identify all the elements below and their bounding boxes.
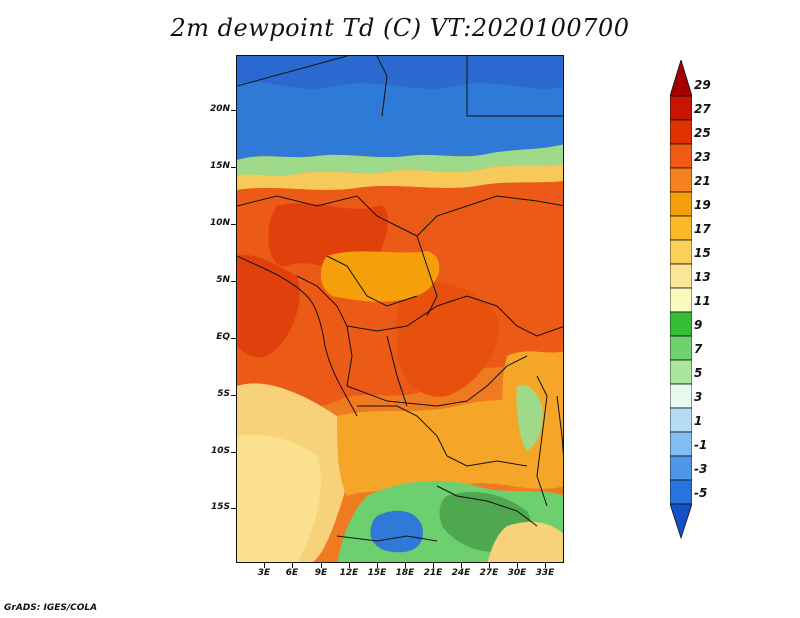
colorbar-segment: [670, 191, 692, 217]
colorbar-segment: [670, 383, 692, 409]
colorbar-segment: [670, 215, 692, 241]
colorbar-segment: [670, 143, 692, 169]
colorbar-label: 7: [694, 342, 703, 356]
colorbar-label: 3: [694, 390, 703, 404]
colorbar-label: 29: [694, 78, 711, 92]
colorbar: [670, 60, 692, 540]
lon-tick: [461, 563, 462, 568]
colorbar-label: 23: [694, 150, 711, 164]
colorbar-segment: [670, 431, 692, 457]
lat-tick: [231, 110, 236, 111]
lon-tick: [545, 563, 546, 568]
colorbar-label: 11: [694, 294, 711, 308]
colorbar-segment: [670, 407, 692, 433]
credit-text: GrADS: IGES/COLA: [4, 603, 98, 613]
lat-tick: [231, 395, 236, 396]
lon-label: 27E: [479, 568, 499, 578]
lat-label: EQ: [216, 332, 230, 342]
dewpoint-field: [237, 56, 563, 562]
lon-label: 6E: [285, 568, 299, 578]
colorbar-segment: [670, 167, 692, 193]
lon-tick: [377, 563, 378, 568]
map-title: 2m dewpoint Td (C) VT:2020100700: [170, 14, 630, 42]
lat-label: 20N: [209, 104, 230, 114]
lon-tick: [321, 563, 322, 568]
colorbar-label: -5: [694, 486, 708, 500]
colorbar-label: -1: [694, 438, 708, 452]
colorbar-label: 1: [694, 414, 703, 428]
colorbar-label: -3: [694, 462, 708, 476]
colorbar-segment: [670, 335, 692, 361]
colorbar-label: 25: [694, 126, 711, 140]
lat-tick: [231, 452, 236, 453]
colorbar-bottom-arrow: [670, 503, 692, 540]
lat-label: 10S: [210, 446, 230, 456]
lon-label: 12E: [339, 568, 359, 578]
lon-label: 30E: [507, 568, 527, 578]
lat-tick: [231, 224, 236, 225]
colorbar-segment: [670, 455, 692, 481]
lat-tick: [231, 167, 236, 168]
colorbar-label: 13: [694, 270, 711, 284]
lat-label: 15N: [209, 161, 230, 171]
colorbar-label: 19: [694, 198, 711, 212]
colorbar-segment: [670, 479, 692, 505]
lat-tick: [231, 508, 236, 509]
colorbar-label: 15: [694, 246, 711, 260]
colorbar-label: 5: [694, 366, 703, 380]
lon-tick: [433, 563, 434, 568]
colorbar-segment: [670, 311, 692, 337]
lat-tick: [231, 281, 236, 282]
lat-label: 15S: [210, 502, 230, 512]
lon-label: 24E: [451, 568, 471, 578]
lat-label: 5S: [217, 389, 230, 399]
colorbar-segment: [670, 119, 692, 145]
lon-tick: [405, 563, 406, 568]
lon-label: 15E: [367, 568, 387, 578]
lon-tick: [349, 563, 350, 568]
lon-tick: [489, 563, 490, 568]
colorbar-segment: [670, 263, 692, 289]
lon-tick: [292, 563, 293, 568]
lat-tick: [231, 338, 236, 339]
lat-label: 10N: [209, 218, 230, 228]
colorbar-segment: [670, 287, 692, 313]
map-plot-area: [236, 55, 564, 563]
lat-label: 5N: [216, 275, 230, 285]
colorbar-label: 17: [694, 222, 711, 236]
lon-label: 9E: [314, 568, 328, 578]
lon-label: 33E: [535, 568, 555, 578]
colorbar-segment: [670, 95, 692, 121]
lon-tick: [264, 563, 265, 568]
lon-label: 18E: [395, 568, 415, 578]
colorbar-top-arrow: [670, 60, 692, 97]
lon-label: 3E: [257, 568, 271, 578]
lon-tick: [517, 563, 518, 568]
colorbar-segment: [670, 359, 692, 385]
colorbar-segment: [670, 239, 692, 265]
colorbar-label: 21: [694, 174, 711, 188]
colorbar-label: 27: [694, 102, 711, 116]
colorbar-label: 9: [694, 318, 703, 332]
lon-label: 21E: [423, 568, 443, 578]
